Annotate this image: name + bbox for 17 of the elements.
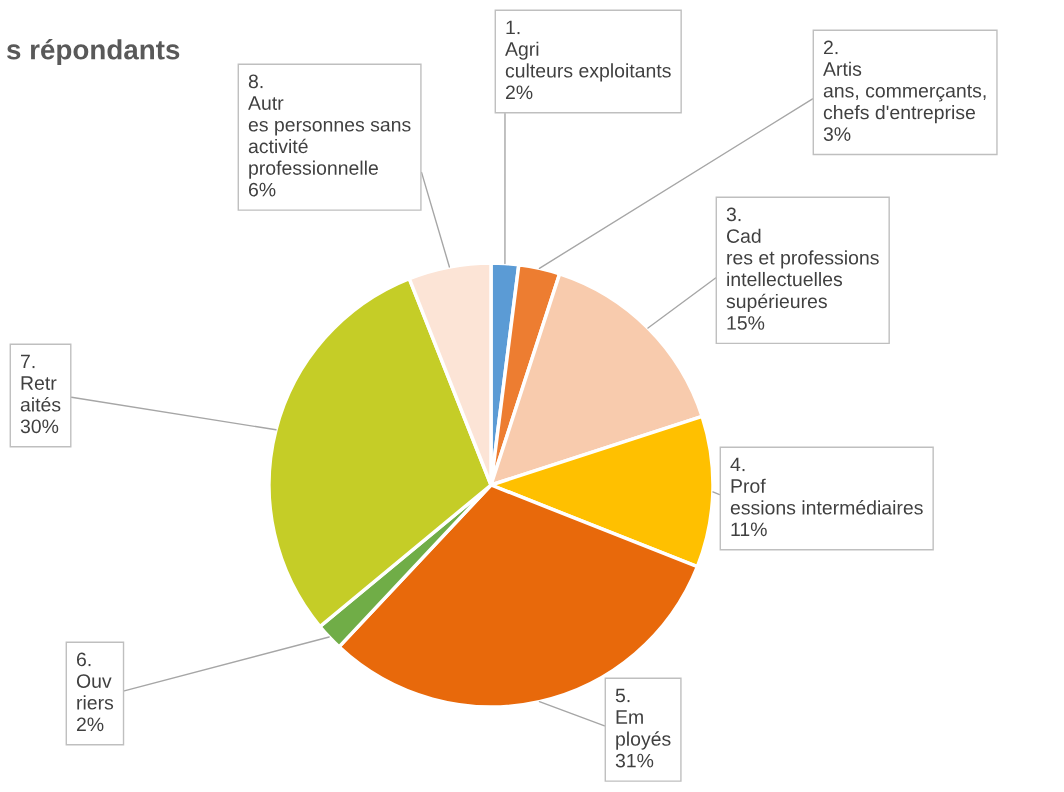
data-label: 2%: [76, 717, 104, 732]
slice-label: 4. Prof essions intermédiaires: [730, 457, 923, 515]
slice-label: 3. Cad res et professions intellectuelles supérieures: [726, 207, 879, 313]
slice-label: 2. Artis ans, commerçants, chefs d'entreprise: [823, 40, 986, 124]
text: s répondants: [6, 38, 180, 66]
slice-label: 1. Agri culteurs exploitants: [505, 20, 671, 82]
slice-label: 5. Em ployés: [615, 688, 671, 750]
data-label: 2%: [505, 85, 533, 100]
data-label: 31%: [615, 753, 654, 768]
data-label: 15%: [727, 316, 765, 330]
data-label: 6%: [248, 182, 276, 197]
data-label: 3%: [823, 127, 851, 141]
slice-label: 7. Retr aités: [20, 354, 61, 412]
slice-label: 8. Autr es personnes sans activité professionnelle: [248, 74, 411, 179]
data-label: 11%: [731, 522, 767, 537]
slice-label: 6. Ouv riers: [76, 652, 114, 710]
data-label: 30%: [20, 419, 59, 434]
